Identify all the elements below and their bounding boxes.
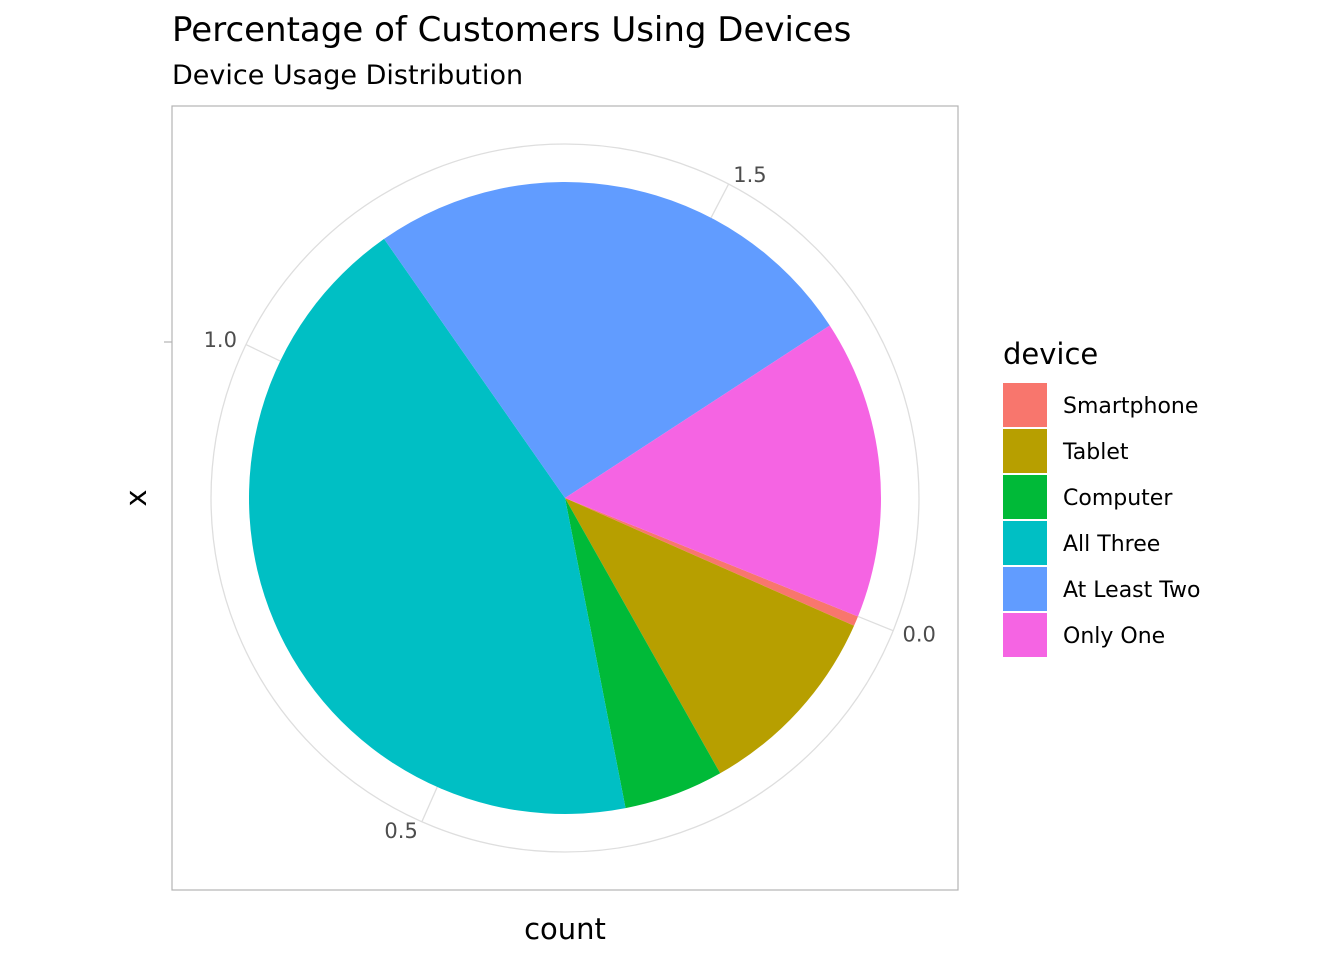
grid-spoke xyxy=(857,615,894,632)
pie-slices xyxy=(248,182,881,814)
polar-grid xyxy=(210,143,920,853)
legend-title: device xyxy=(1003,337,1098,371)
legend-swatch xyxy=(1003,475,1047,519)
theta-ticks: 0.0 0.5 1.0 1.5 xyxy=(204,163,936,843)
legend-label: Smartphone xyxy=(1063,394,1198,419)
theta-tick-label: 1.0 xyxy=(204,328,237,352)
slice-at-least-two xyxy=(384,182,830,498)
y-axis-title: x xyxy=(119,489,153,506)
slice-all-three xyxy=(248,238,626,814)
theta-tick-label: 1.5 xyxy=(733,163,766,187)
theta-tick-label: 0.0 xyxy=(902,622,935,646)
legend-label: All Three xyxy=(1063,532,1160,557)
legend-label: Only One xyxy=(1063,624,1165,649)
grid-spoke xyxy=(710,183,730,219)
chart-title: Percentage of Customers Using Devices xyxy=(172,10,851,50)
chart-subtitle: Device Usage Distribution xyxy=(172,60,523,91)
legend-swatch xyxy=(1003,429,1047,473)
legend-label: At Least Two xyxy=(1063,578,1201,603)
theta-tick-label: 0.5 xyxy=(384,819,417,843)
legend-swatch xyxy=(1003,383,1047,427)
x-axis-title: count xyxy=(524,912,606,946)
slice-computer xyxy=(565,498,721,809)
slice-tablet xyxy=(565,498,855,774)
slice-only-one xyxy=(565,325,881,617)
legend-label: Computer xyxy=(1063,486,1173,511)
legend-swatch xyxy=(1003,613,1047,657)
legend-swatch xyxy=(1003,521,1047,565)
legend-swatch xyxy=(1003,567,1047,611)
grid-circle xyxy=(210,143,920,853)
grid-spoke xyxy=(421,786,438,823)
grid-spoke xyxy=(245,343,281,362)
slice-smartphone xyxy=(565,498,858,626)
legend-label: Tablet xyxy=(1062,440,1129,465)
legend: Smartphone Tablet Computer All Three At Leas… xyxy=(1003,383,1201,657)
